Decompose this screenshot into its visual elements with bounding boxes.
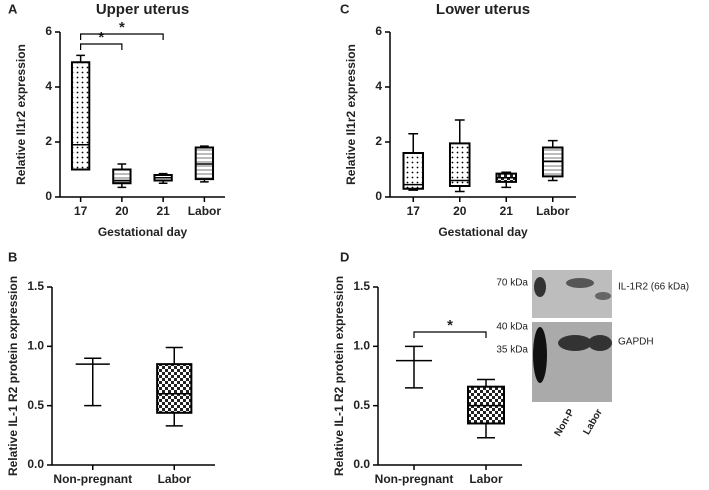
x-tick-label: 20 (453, 204, 467, 218)
significance-mark: * (119, 19, 125, 36)
band-label: GAPDH (618, 337, 654, 348)
x-axis-label: Gestational day (98, 225, 188, 239)
y-axis-label: Relative Il1r2 expression (14, 44, 28, 185)
marker-label: 35 kDa (496, 345, 528, 356)
x-tick-label: 21 (156, 204, 170, 218)
box (448, 142, 471, 187)
significance-mark: * (447, 317, 453, 334)
x-axis-label: Gestational day (438, 225, 528, 239)
box (156, 363, 193, 414)
x-tick-label: 20 (115, 204, 129, 218)
panel-label: B (8, 249, 17, 264)
y-tick-label: 1.5 (27, 279, 44, 293)
y-tick-label: 1.0 (353, 339, 370, 353)
chart-title: Lower uterus (436, 1, 530, 18)
y-tick-label: 0.5 (27, 398, 44, 412)
significance-mark: * (98, 29, 104, 46)
x-tick-label: Labor (188, 204, 222, 218)
y-tick-label: 2 (45, 134, 52, 148)
x-tick-label: 17 (74, 204, 88, 218)
y-tick-label: 4 (45, 79, 52, 93)
y-tick-label: 0.0 (27, 457, 44, 471)
x-tick-label: Non-pregnant (53, 472, 132, 486)
lane-label: Non-P (553, 407, 577, 438)
y-tick-label: 0 (45, 189, 52, 203)
panel-label: A (8, 1, 18, 16)
y-tick-label: 6 (375, 24, 382, 38)
significance-bracket (80, 43, 123, 50)
y-tick-label: 0.0 (353, 457, 370, 471)
y-tick-label: 0.5 (353, 398, 370, 412)
y-tick-label: 4 (375, 79, 382, 93)
y-tick-label: 0 (375, 189, 382, 203)
panel-label: D (340, 249, 349, 264)
box (70, 61, 91, 171)
x-tick-label: Labor (469, 472, 503, 486)
x-tick-label: Non-pregnant (375, 472, 454, 486)
x-tick-label: 17 (407, 204, 421, 218)
y-tick-label: 2 (375, 134, 382, 148)
lane-label: Labor (581, 407, 604, 437)
x-tick-label: 21 (500, 204, 514, 218)
y-tick-label: 1.0 (27, 339, 44, 353)
panel-label: C (340, 1, 350, 16)
y-axis-label: Relative Il1r2 expression (344, 44, 358, 185)
y-tick-label: 1.5 (353, 279, 370, 293)
significance-bracket (413, 331, 487, 338)
y-tick-label: 6 (45, 24, 52, 38)
marker-label: 70 kDa (496, 278, 528, 289)
y-axis-label: Relative IL-1 R2 protein expression (6, 276, 20, 476)
chart-title: Upper uterus (96, 1, 189, 18)
band-label: IL-1R2 (66 kDa) (618, 282, 689, 293)
y-axis-label: Relative IL-1 R2 protein expression (332, 276, 346, 476)
marker-label: 40 kDa (496, 322, 528, 333)
box (402, 152, 425, 190)
x-tick-label: Labor (158, 472, 192, 486)
significance-bracket (80, 33, 164, 40)
x-tick-label: Labor (536, 204, 570, 218)
western-blot: 70 kDa 40 kDa 35 kDa IL-1R2 (66 kDa) GAP… (496, 270, 689, 438)
